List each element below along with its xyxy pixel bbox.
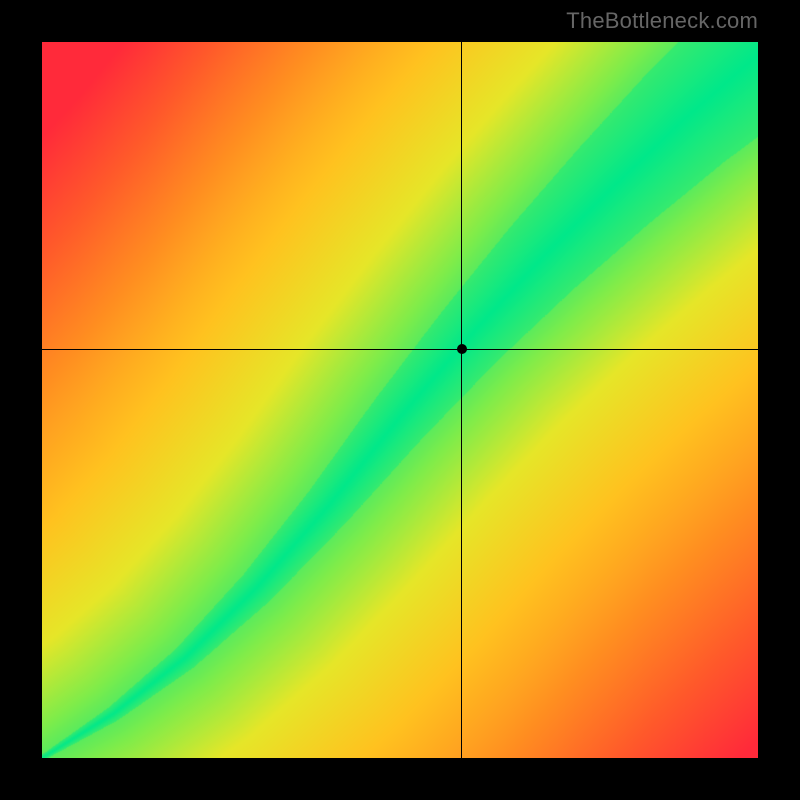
crosshair-marker-dot xyxy=(457,344,467,354)
crosshair-vertical-line xyxy=(461,42,462,758)
watermark-text: TheBottleneck.com xyxy=(566,8,758,34)
heatmap-canvas xyxy=(42,42,758,758)
crosshair-horizontal-line xyxy=(42,349,758,350)
heatmap-plot-area xyxy=(42,42,758,758)
